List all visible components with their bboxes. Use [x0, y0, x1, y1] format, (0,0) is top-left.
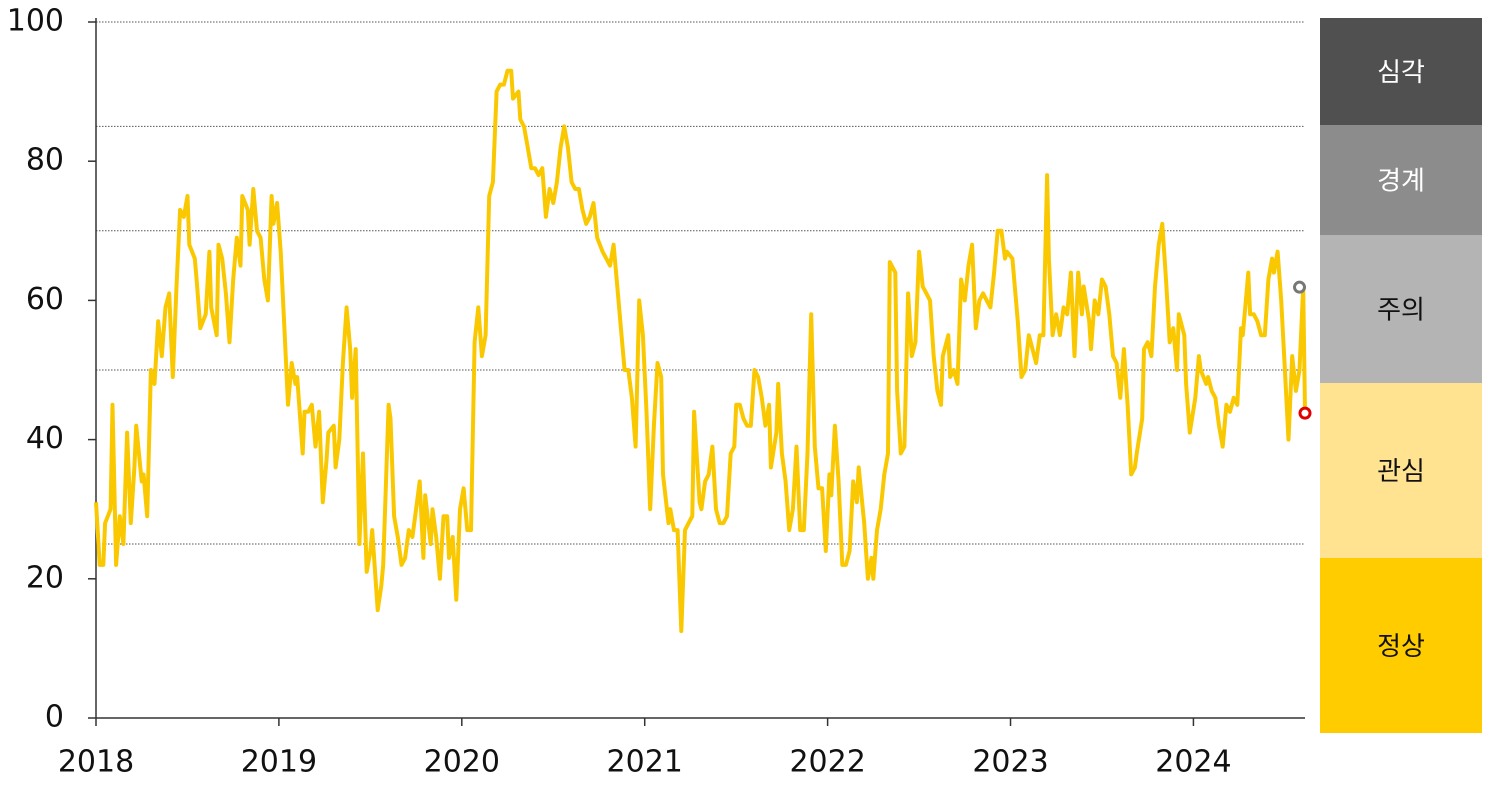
- zone-box: [1320, 18, 1482, 125]
- x-tick-label: 2019: [241, 745, 317, 780]
- x-tick-label: 2022: [789, 745, 865, 780]
- y-tick-label: 40: [26, 421, 64, 456]
- x-tick-label: 2020: [424, 745, 500, 780]
- marker: [1293, 280, 1307, 294]
- x-tick-label: 2021: [607, 745, 683, 780]
- x-tick-label: 2018: [58, 745, 134, 780]
- zone-label: 정상: [1377, 632, 1425, 662]
- series-line: [94, 68, 1307, 633]
- zone-box: [1320, 558, 1482, 733]
- x-tick-label: 2023: [972, 745, 1048, 780]
- zone-label: 경계: [1377, 167, 1425, 197]
- zone-label: 심각: [1377, 58, 1425, 88]
- zone-box: [1320, 383, 1482, 558]
- y-tick-label: 60: [26, 282, 64, 317]
- y-tick-label: 100: [7, 4, 64, 39]
- zone-label: 주의: [1377, 296, 1425, 326]
- y-tick-label: 0: [45, 700, 64, 735]
- zone-box: [1320, 235, 1482, 383]
- zone-label: 관심: [1377, 457, 1425, 487]
- y-tick-label: 80: [26, 143, 64, 178]
- zone-box: [1320, 125, 1482, 235]
- y-tick-label: 20: [26, 560, 64, 595]
- marker: [1298, 406, 1312, 420]
- x-tick-label: 2024: [1155, 745, 1231, 780]
